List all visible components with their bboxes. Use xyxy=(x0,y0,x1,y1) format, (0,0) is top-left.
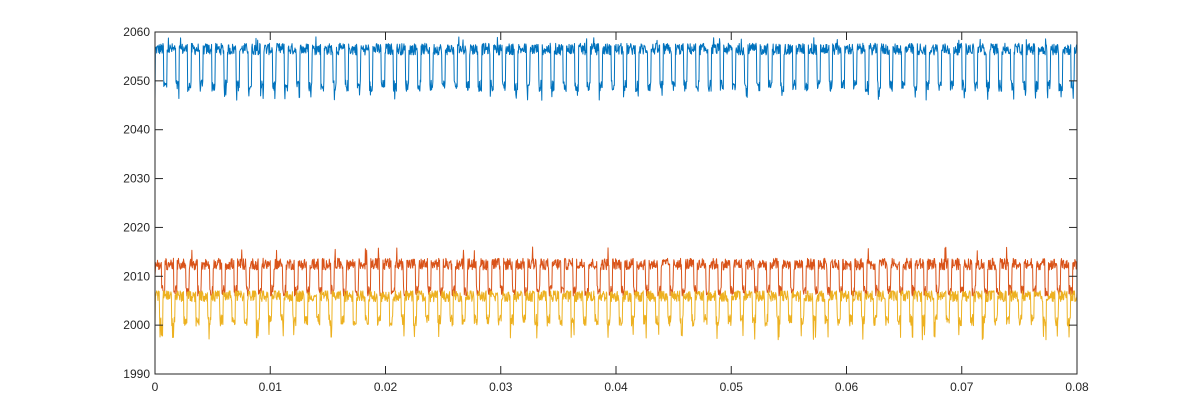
series-line-2 xyxy=(154,246,1078,297)
series-line-1 xyxy=(154,36,1078,101)
y-tick-label: 2020 xyxy=(123,220,150,234)
x-tick-label: 0.02 xyxy=(374,380,398,394)
x-tick-label: 0 xyxy=(152,380,159,394)
y-tick-label: 1990 xyxy=(123,367,150,381)
y-tick-label: 2060 xyxy=(123,25,150,39)
y-tick-label: 2030 xyxy=(123,172,150,186)
x-tick-label: 0.08 xyxy=(1065,380,1089,394)
y-tick-label: 2050 xyxy=(123,74,150,88)
y-tick-label: 2000 xyxy=(123,318,150,332)
x-tick-label: 0.06 xyxy=(835,380,859,394)
y-tick-label: 2010 xyxy=(123,269,150,283)
x-tick-label: 0.07 xyxy=(950,380,974,394)
x-tick-label: 0.01 xyxy=(259,380,283,394)
series-layer xyxy=(154,36,1078,341)
x-tick-label: 0.04 xyxy=(604,380,628,394)
tick-label-layer: 0 0.01 0.02 0.03 0.04 0.05 0.06 0.07 0.08 1990 200… xyxy=(123,25,1089,394)
series-line-3 xyxy=(154,290,1078,341)
tick-layer xyxy=(154,31,1078,375)
x-tick-label: 0.05 xyxy=(720,380,744,394)
y-tick-label: 2040 xyxy=(123,123,150,137)
x-tick-label: 0.03 xyxy=(489,380,513,394)
